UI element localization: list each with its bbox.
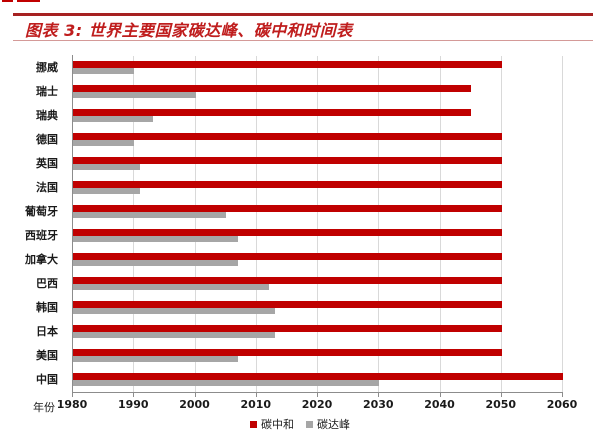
x-tick-label-2060: 2060 (546, 398, 578, 411)
gridline-2040 (439, 56, 441, 392)
x-tick-1990 (133, 393, 135, 397)
page-title: 图表 3: 世界主要国家碳达峰、碳中和时间表 (25, 21, 353, 40)
x-tick-label-2010: 2010 (240, 398, 272, 411)
x-tick-label-2020: 2020 (301, 398, 333, 411)
bar-peak-加拿大 (73, 260, 239, 266)
bar-peak-瑞士 (73, 92, 196, 98)
country-label-日本: 日本 (36, 325, 58, 338)
top-edge-red-fragment-right (17, 0, 40, 2)
x-tick-2010 (255, 393, 257, 397)
legend-label-0: 碳中和 (261, 418, 294, 431)
country-label-加拿大: 加拿大 (25, 253, 58, 266)
bar-peak-日本 (73, 332, 276, 338)
bar-peak-美国 (73, 356, 239, 362)
country-label-英国: 英国 (36, 157, 58, 170)
bar-neutrality-德国 (73, 133, 502, 140)
top-edge-red-fragment-left (2, 0, 13, 2)
bar-peak-葡萄牙 (73, 212, 227, 218)
country-label-挪威: 挪威 (36, 61, 58, 74)
x-axis-title: 年份 (33, 401, 55, 414)
x-tick-label-1990: 1990 (117, 398, 149, 411)
x-tick-label-2040: 2040 (424, 398, 455, 411)
bar-neutrality-日本 (73, 325, 502, 332)
country-label-葡萄牙: 葡萄牙 (25, 205, 58, 218)
x-tick-2050 (500, 393, 502, 397)
bar-peak-韩国 (73, 308, 276, 314)
bar-peak-法国 (73, 188, 141, 194)
gridline-1990 (133, 56, 135, 392)
bar-neutrality-瑞士 (73, 85, 472, 92)
bar-neutrality-法国 (73, 181, 502, 188)
bar-peak-中国 (73, 380, 380, 386)
gridline-2010 (255, 56, 257, 392)
legend-label-1: 碳达峰 (317, 418, 350, 431)
country-label-瑞典: 瑞典 (36, 109, 58, 122)
country-label-巴西: 巴西 (36, 277, 58, 290)
x-tick-label-1980: 1980 (56, 398, 88, 411)
x-tick-2060 (562, 393, 563, 397)
bar-neutrality-巴西 (73, 277, 502, 284)
country-label-德国: 德国 (36, 133, 58, 146)
country-label-美国: 美国 (36, 349, 58, 362)
bar-peak-瑞典 (73, 116, 153, 122)
gridline-2050 (500, 56, 502, 392)
x-tick-2020 (317, 393, 318, 397)
gridline-2030 (378, 56, 380, 392)
bar-neutrality-韩国 (73, 301, 502, 308)
legend-item-1: 碳达峰 (306, 416, 350, 432)
country-label-中国: 中国 (36, 373, 58, 386)
gridline-2060 (562, 56, 563, 392)
x-tick-label-2000: 2000 (179, 398, 210, 411)
bar-neutrality-西班牙 (73, 229, 502, 236)
country-label-法国: 法国 (36, 181, 58, 194)
bar-neutrality-中国 (73, 373, 563, 380)
x-tick-label-2030: 2030 (362, 398, 394, 411)
country-label-瑞士: 瑞士 (36, 85, 58, 98)
x-axis-line (72, 392, 563, 393)
bar-neutrality-瑞典 (73, 109, 472, 116)
x-tick-2000 (194, 393, 196, 397)
country-label-韩国: 韩国 (36, 301, 58, 314)
title-top-rule (13, 13, 593, 16)
bar-peak-西班牙 (73, 236, 239, 242)
bar-peak-德国 (73, 140, 135, 146)
x-tick-2030 (378, 393, 380, 397)
x-tick-1980 (72, 393, 73, 397)
gridline-2020 (317, 56, 318, 392)
legend-item-0: 碳中和 (250, 416, 294, 432)
bar-peak-英国 (73, 164, 141, 170)
x-tick-2040 (439, 393, 441, 397)
y-axis-line (72, 55, 73, 393)
legend-swatch-0 (250, 420, 257, 428)
bar-peak-巴西 (73, 284, 269, 290)
legend-swatch-1 (306, 420, 313, 428)
chart-legend: 碳中和 碳达峰 (0, 416, 600, 432)
x-tick-label-2050: 2050 (485, 398, 517, 411)
bar-neutrality-加拿大 (73, 253, 502, 260)
title-bottom-rule (13, 40, 593, 41)
bar-neutrality-美国 (73, 349, 502, 356)
bar-neutrality-葡萄牙 (73, 205, 502, 212)
country-label-西班牙: 西班牙 (25, 229, 58, 242)
gridline-2000 (194, 56, 196, 392)
bar-neutrality-英国 (73, 157, 502, 164)
bar-peak-挪威 (73, 68, 135, 74)
bar-neutrality-挪威 (73, 61, 502, 68)
